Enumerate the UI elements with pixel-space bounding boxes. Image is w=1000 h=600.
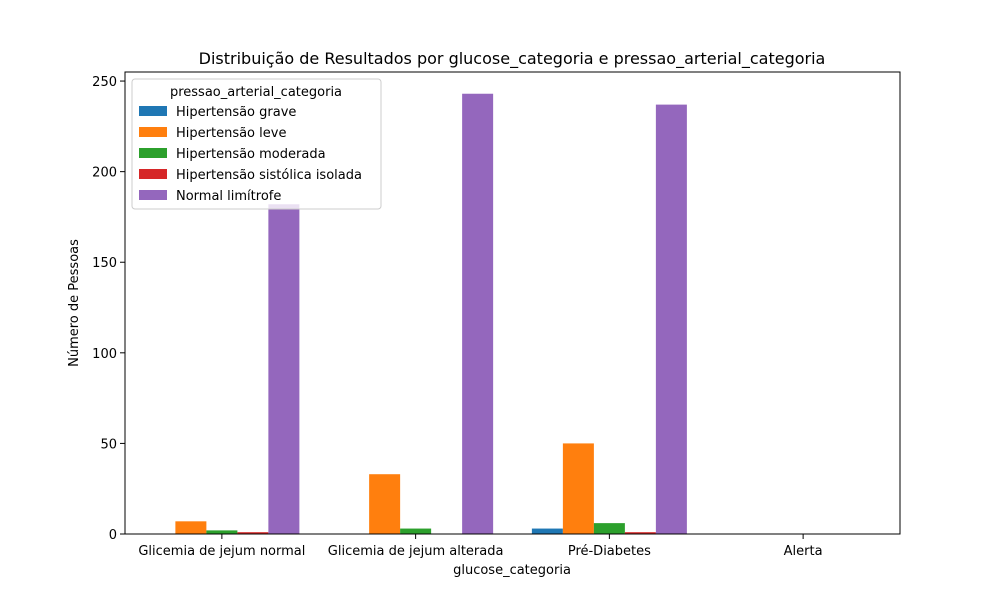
y-axis: 0 50 100 150 200 250 [92, 75, 125, 543]
x-axis: Glicemia de jejum normal Glicemia de jeju… [138, 534, 823, 559]
bar [624, 532, 656, 534]
y-tick-label: 150 [92, 256, 117, 271]
legend-label: Hipertensão leve [176, 126, 286, 141]
bar [531, 528, 563, 534]
legend-title: pressao_arterial_categoria [170, 85, 342, 100]
bar [400, 528, 432, 534]
plot-frame [124, 71, 901, 535]
legend-swatch [139, 148, 167, 158]
legend-label: Hipertensão moderada [176, 147, 326, 162]
y-tick-label: 50 [100, 437, 117, 452]
bar [206, 530, 238, 534]
legend-swatch [139, 190, 167, 200]
bar [369, 474, 401, 534]
x-tick-label: Glicemia de jejum alterada [328, 544, 504, 559]
y-tick-label: 0 [109, 528, 117, 543]
bar [268, 204, 300, 534]
legend-label: Hipertensão sistólica isolada [176, 168, 362, 183]
legend-label: Normal limítrofe [176, 189, 281, 204]
bar [655, 104, 687, 535]
bar [562, 443, 594, 534]
x-axis-label: glucose_categoria [453, 563, 571, 578]
legend-box [131, 78, 382, 210]
legend-swatch [139, 106, 167, 116]
x-tick-label: Alerta [784, 544, 823, 559]
bar [237, 532, 269, 534]
y-tick-label: 200 [92, 166, 117, 181]
bar [593, 523, 625, 534]
y-tick-label: 100 [92, 347, 117, 362]
bars-group [175, 93, 687, 535]
legend: pressao_arterial_categoria Hipertensão g… [131, 78, 382, 210]
y-axis-label: Número de Pessoas [67, 239, 82, 367]
bar [175, 521, 207, 534]
y-tick-label: 250 [92, 75, 117, 90]
x-tick-label: Pré-Diabetes [568, 544, 651, 559]
legend-swatch [139, 127, 167, 137]
legend-label: Hipertensão grave [176, 105, 296, 120]
bar [462, 93, 494, 535]
x-tick-label: Glicemia de jejum normal [138, 544, 305, 559]
legend-swatch [139, 169, 167, 179]
chart-title: Distribuição de Resultados por glucose_c… [199, 49, 826, 69]
